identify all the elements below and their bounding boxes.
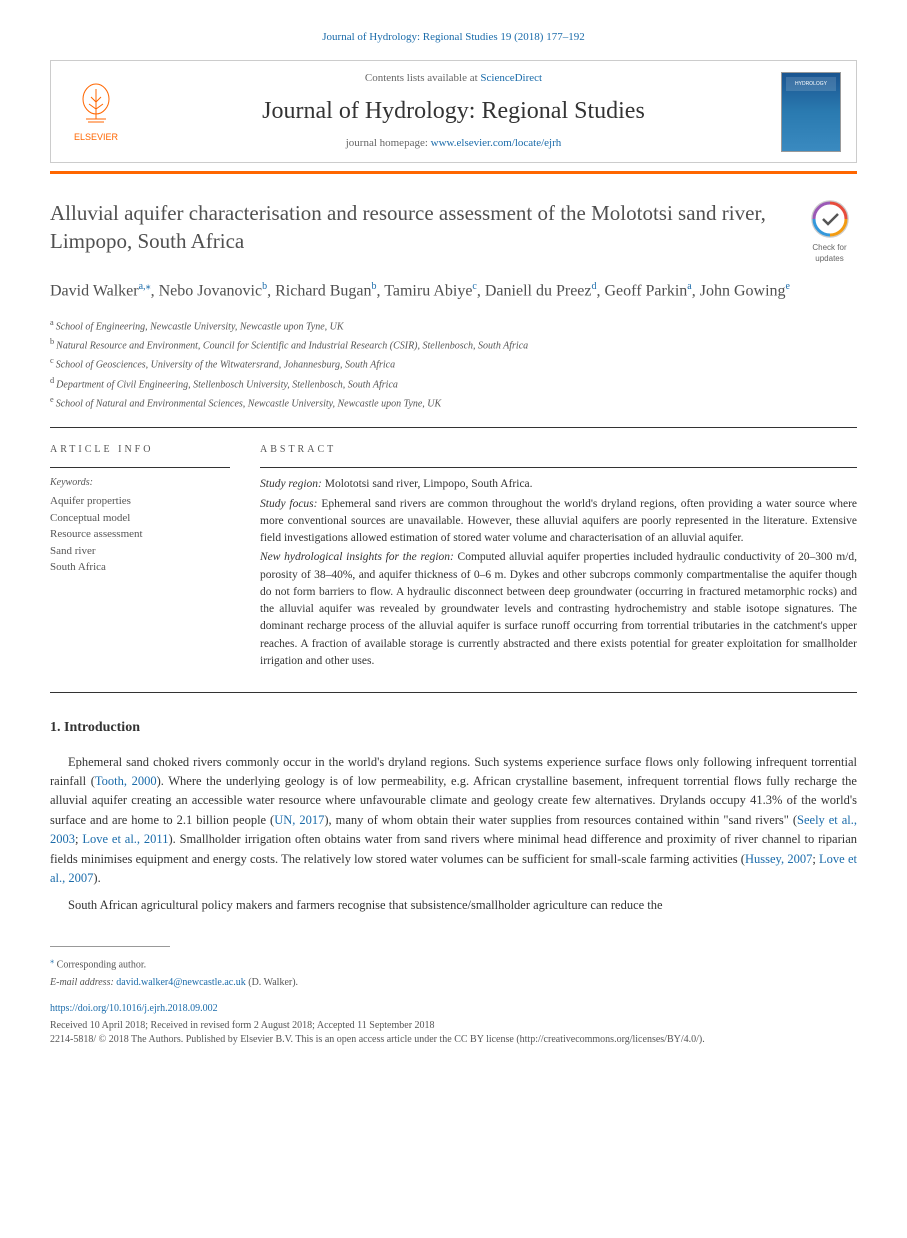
article-title: Alluvial aquifer characterisation and re…: [50, 199, 802, 256]
affiliation-a: aSchool of Engineering, Newcastle Univer…: [50, 316, 857, 335]
affiliation-d-text: Department of Civil Engineering, Stellen…: [56, 379, 398, 390]
homepage-link[interactable]: www.elsevier.com/locate/ejrh: [431, 137, 562, 149]
affiliation-c: cSchool of Geosciences, University of th…: [50, 354, 857, 373]
check-updates-label: Check for updates: [802, 242, 857, 264]
abstract-p3-label: New hydrological insights for the region…: [260, 551, 454, 563]
divider-bottom: [50, 692, 857, 693]
ref-hussey2007[interactable]: Hussey, 2007: [745, 852, 812, 866]
corresponding-author: ⁎ Corresponding author.: [50, 955, 857, 972]
corr-text: Corresponding author.: [54, 959, 146, 970]
sciencedirect-link[interactable]: ScienceDirect: [480, 72, 542, 84]
abstract-body: Study region: Molototsi sand river, Limp…: [260, 476, 857, 670]
contents-prefix: Contents lists available at: [365, 72, 480, 84]
keyword-item: Sand river: [50, 543, 230, 560]
citation-header: Journal of Hydrology: Regional Studies 1…: [50, 30, 857, 45]
ref-un2017[interactable]: UN, 2017: [274, 813, 324, 827]
author-7: , John Gowing: [692, 283, 786, 300]
abstract-label: ABSTRACT: [260, 443, 857, 457]
keyword-item: Conceptual model: [50, 510, 230, 527]
elsevier-tree-icon: [71, 79, 121, 129]
email-line: E-mail address: david.walker4@newcastle.…: [50, 976, 857, 990]
author-6: , Geoff Parkin: [597, 283, 688, 300]
abstract-col: ABSTRACT Study region: Molototsi sand ri…: [260, 443, 857, 672]
header-center: Contents lists available at ScienceDirec…: [126, 71, 781, 151]
article-info-col: ARTICLE INFO Keywords: Aquifer propertie…: [50, 443, 230, 672]
affiliation-d: dDepartment of Civil Engineering, Stelle…: [50, 374, 857, 393]
abstract-divider: [260, 467, 857, 468]
email-suffix: (D. Walker).: [246, 977, 298, 988]
affiliation-b: bNatural Resource and Environment, Counc…: [50, 335, 857, 354]
abstract-p2-label: Study focus:: [260, 498, 318, 510]
doi-link[interactable]: https://doi.org/10.1016/j.ejrh.2018.09.0…: [50, 1003, 218, 1014]
journal-header-box: ELSEVIER Contents lists available at Sci…: [50, 60, 857, 162]
email-link[interactable]: david.walker4@newcastle.ac.uk: [116, 977, 245, 988]
affiliation-e-text: School of Natural and Environmental Scie…: [56, 398, 442, 409]
affiliation-c-text: School of Geosciences, University of the…: [56, 360, 395, 371]
journal-cover-thumbnail: HYDROLOGY: [781, 72, 841, 152]
intro-p1-g: ).: [93, 871, 100, 885]
title-row: Alluvial aquifer characterisation and re…: [50, 199, 857, 265]
affiliations-block: aSchool of Engineering, Newcastle Univer…: [50, 316, 857, 413]
affiliation-b-text: Natural Resource and Environment, Counci…: [56, 340, 528, 351]
keyword-item: South Africa: [50, 559, 230, 576]
ref-tooth2000[interactable]: Tooth, 2000: [95, 774, 157, 788]
abstract-p1-label: Study region:: [260, 478, 322, 490]
intro-p1: Ephemeral sand choked rivers commonly oc…: [50, 753, 857, 889]
intro-p2: South African agricultural policy makers…: [50, 896, 857, 915]
keyword-item: Aquifer properties: [50, 493, 230, 510]
abstract-p2: Study focus: Ephemeral sand rivers are c…: [260, 496, 857, 548]
keyword-item: Resource assessment: [50, 526, 230, 543]
author-5: , Daniell du Preez: [477, 283, 592, 300]
author-3: , Richard Bugan: [267, 283, 371, 300]
author-7-aff: e: [786, 281, 790, 292]
info-abstract-row: ARTICLE INFO Keywords: Aquifer propertie…: [50, 443, 857, 672]
homepage-line: journal homepage: www.elsevier.com/locat…: [126, 136, 781, 151]
author-4: , Tamiru Abiye: [377, 283, 473, 300]
intro-p1-e: ). Smallholder irrigation often obtains …: [50, 832, 857, 865]
received-line: Received 10 April 2018; Received in revi…: [50, 1019, 857, 1033]
doi-line: https://doi.org/10.1016/j.ejrh.2018.09.0…: [50, 1002, 857, 1016]
email-label: E-mail address:: [50, 977, 114, 988]
copyright-line: 2214-5818/ © 2018 The Authors. Published…: [50, 1033, 857, 1047]
abstract-p3: New hydrological insights for the region…: [260, 549, 857, 670]
authors-list: David Walkera,⁎, Nebo Jovanovicb, Richar…: [50, 279, 857, 303]
crossmark-icon: [810, 199, 850, 239]
footer-divider: [50, 946, 170, 947]
homepage-prefix: journal homepage:: [346, 137, 431, 149]
abstract-p2-text: Ephemeral sand rivers are common through…: [260, 498, 857, 545]
affiliation-e: eSchool of Natural and Environmental Sci…: [50, 393, 857, 412]
article-info-label: ARTICLE INFO: [50, 443, 230, 457]
intro-p1-c: ), many of whom obtain their water suppl…: [324, 813, 797, 827]
ref-love2011[interactable]: Love et al., 2011: [82, 832, 168, 846]
contents-line: Contents lists available at ScienceDirec…: [126, 71, 781, 86]
divider-top: [50, 427, 857, 428]
abstract-p1-text: Molototsi sand river, Limpopo, South Afr…: [322, 478, 533, 490]
elsevier-label: ELSEVIER: [74, 131, 118, 144]
check-updates-badge[interactable]: Check for updates: [802, 199, 857, 265]
keywords-list: Aquifer properties Conceptual model Reso…: [50, 493, 230, 576]
keywords-label: Keywords:: [50, 476, 230, 490]
intro-body: Ephemeral sand choked rivers commonly oc…: [50, 753, 857, 916]
info-divider: [50, 467, 230, 468]
author-2: , Nebo Jovanovic: [151, 283, 263, 300]
elsevier-logo: ELSEVIER: [66, 77, 126, 147]
author-1-aff: a,: [139, 281, 146, 292]
orange-divider: [50, 171, 857, 174]
abstract-p3-text: Computed alluvial aquifer properties inc…: [260, 551, 857, 667]
author-1: David Walker: [50, 283, 139, 300]
cover-label: HYDROLOGY: [782, 81, 840, 88]
abstract-p1: Study region: Molototsi sand river, Limp…: [260, 476, 857, 493]
journal-title: Journal of Hydrology: Regional Studies: [126, 95, 781, 129]
intro-heading: 1. Introduction: [50, 718, 857, 738]
affiliation-a-text: School of Engineering, Newcastle Univers…: [56, 321, 344, 332]
